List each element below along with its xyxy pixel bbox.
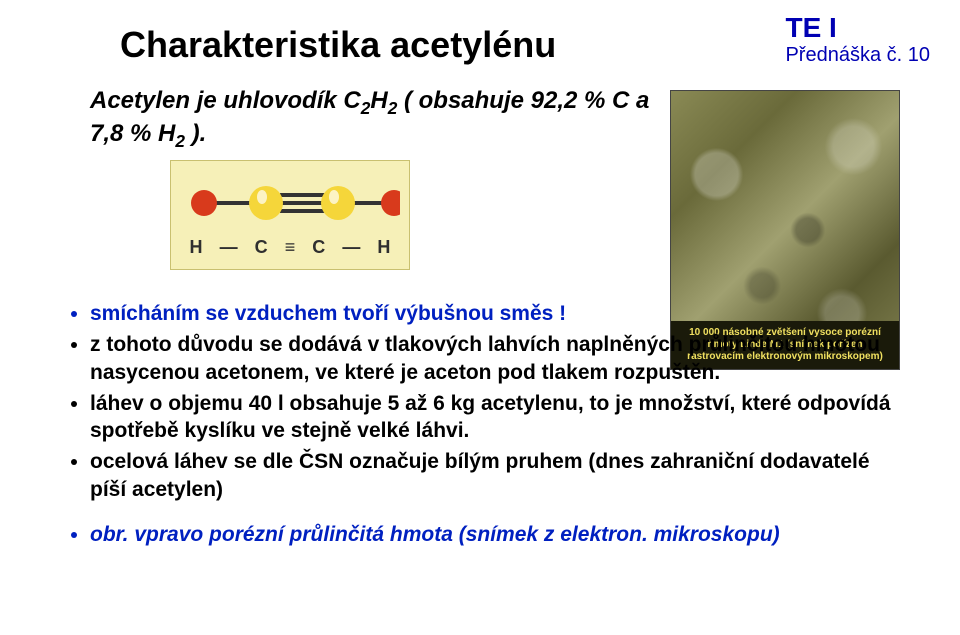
bullet-1: smícháním se vzduchem tvoří výbušnou smě… bbox=[90, 300, 900, 327]
bullet-list: smícháním se vzduchem tvoří výbušnou smě… bbox=[60, 300, 900, 552]
subtitle-part-b: H bbox=[370, 87, 387, 114]
subtitle-sub1: 2 bbox=[361, 98, 371, 118]
slide-subtitle: Acetylen je uhlovodík C2H2 ( obsahuje 92… bbox=[90, 86, 650, 153]
atom-label-c1: C bbox=[255, 237, 268, 258]
bullet-3: láhev o objemu 40 l obsahuje 5 až 6 kg a… bbox=[90, 390, 900, 445]
bullet-5: obr. vpravo porézní průlinčitá hmota (sn… bbox=[90, 521, 900, 548]
lecture-header: TE I Přednáška č. 10 bbox=[785, 12, 930, 67]
slide-title: Charakteristika acetylénu bbox=[120, 24, 556, 66]
bond-label-3: — bbox=[342, 237, 360, 258]
subtitle-sub3: 2 bbox=[175, 131, 185, 151]
lecture-number: Přednáška č. 10 bbox=[785, 44, 930, 67]
bond-label-2: ≡ bbox=[285, 237, 296, 258]
course-code: TE I bbox=[785, 12, 930, 44]
molecule-labels: H — C ≡ C — H bbox=[171, 237, 409, 258]
subtitle-part-d: ). bbox=[185, 120, 206, 147]
bond-label-1: — bbox=[220, 237, 238, 258]
molecule-diagram: H — C ≡ C — H bbox=[170, 160, 410, 270]
atom-label-c2: C bbox=[312, 237, 325, 258]
atom-label-h1: H bbox=[190, 237, 203, 258]
subtitle-part-a: Acetylen je uhlovodík C bbox=[90, 87, 361, 114]
subtitle-sub2: 2 bbox=[388, 98, 398, 118]
atom-label-h2: H bbox=[377, 237, 390, 258]
bullet-2: z tohoto důvodu se dodává v tlakových la… bbox=[90, 331, 900, 386]
molecule-svg bbox=[180, 175, 400, 231]
bullet-4: ocelová láhev se dle ČSN označuje bílým … bbox=[90, 448, 900, 503]
